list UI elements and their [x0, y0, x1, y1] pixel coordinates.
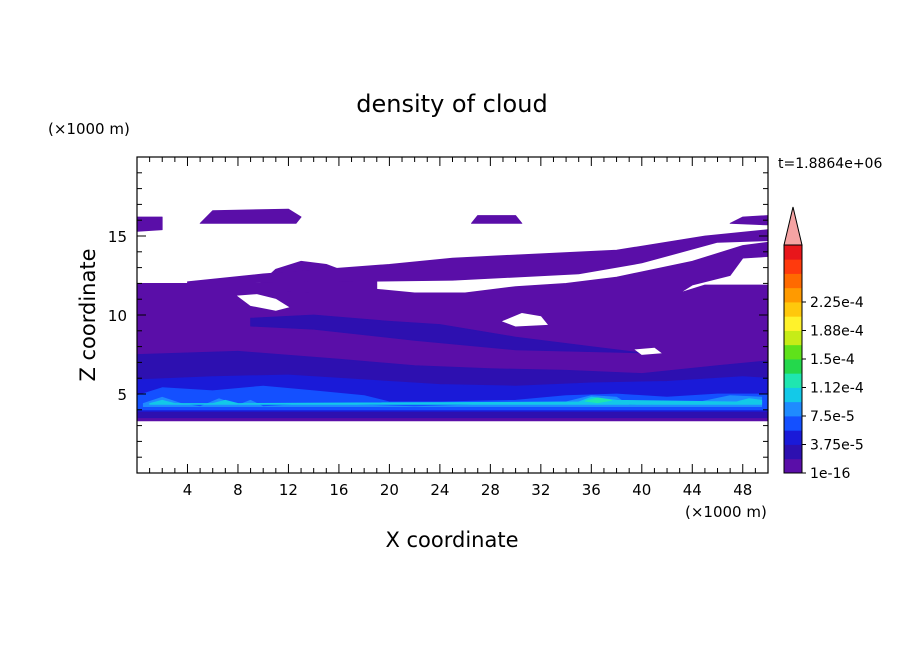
- x-tick-label: 4: [183, 481, 193, 499]
- colorbar-label: 3.75e-5: [810, 438, 864, 454]
- colorbar-swatch: [784, 430, 802, 445]
- clear-air-gap-3: [634, 347, 662, 355]
- colorbar-label: 1.12e-4: [810, 381, 864, 397]
- x-tick-label: 28: [481, 481, 500, 499]
- contour-region-6: [470, 215, 523, 224]
- colorbar-swatch: [784, 302, 802, 317]
- x-tick-label: 36: [582, 481, 601, 499]
- colorbar-swatch: [784, 458, 802, 474]
- colorbar-label: 1e-16: [810, 466, 850, 482]
- x-tick-label: 44: [683, 481, 702, 499]
- colorbar-swatch: [784, 416, 802, 431]
- x-tick-label: 16: [329, 481, 348, 499]
- colorbar-swatch: [784, 359, 802, 374]
- x-axis: 4 8 12 16 20 24 28 32 36 40 44 48: [149, 157, 756, 499]
- colorbar-swatch: [784, 373, 802, 388]
- x-tick-label: 24: [430, 481, 449, 499]
- colorbar: 1e-16 3.75e-5 7.5e-5 1.12e-4 1.5e-4 1.88e-4 2.…: [783, 206, 864, 482]
- chart-title: density of cloud: [356, 90, 547, 118]
- y-tick-label: 15: [108, 228, 127, 246]
- colorbar-swatch: [784, 344, 802, 360]
- colorbar-label: 2.25e-4: [810, 295, 864, 311]
- colorbar-swatch: [784, 245, 802, 260]
- colorbar-swatch: [784, 444, 802, 460]
- colorbar-swatch: [784, 387, 802, 403]
- colorbar-swatch: [784, 259, 802, 274]
- x-tick-label: 20: [380, 481, 399, 499]
- colorbar-label: 1.5e-4: [810, 352, 855, 368]
- contour-plot-area: [136, 208, 769, 422]
- x-tick-label: 32: [531, 481, 550, 499]
- contour-region-4: [136, 216, 163, 232]
- clear-air-gap-1: [236, 294, 290, 311]
- contour-region-13: [149, 396, 763, 405]
- colorbar-swatch: [784, 273, 802, 289]
- y-tick-label: 10: [108, 307, 127, 325]
- colorbar-swatch: [784, 330, 802, 346]
- time-label: t=1.8864e+06: [778, 156, 882, 172]
- contour-region-5: [199, 208, 302, 224]
- contour-region-9: [250, 314, 643, 354]
- colorbar-swatch: [784, 316, 802, 331]
- colorbar-label: 1.88e-4: [810, 324, 864, 340]
- contour-region-3: [187, 229, 769, 284]
- x-tick-label: 8: [233, 481, 243, 499]
- x-unit-label: (×1000 m): [685, 503, 767, 521]
- contour-region-14: [584, 397, 612, 404]
- colorbar-swatch: [784, 287, 802, 303]
- y-axis: 5 10 15: [108, 172, 768, 458]
- y-axis-label: Z coordinate: [76, 248, 100, 381]
- x-axis-label: X coordinate: [385, 528, 518, 552]
- x-tick-label: 40: [632, 481, 651, 499]
- y-unit-label: (×1000 m): [48, 120, 130, 138]
- x-tick-label: 48: [733, 481, 752, 499]
- x-tick-label: 12: [279, 481, 298, 499]
- colorbar-label: 7.5e-5: [810, 409, 855, 425]
- colorbar-swatch: [784, 401, 802, 417]
- clear-air-gap-2: [501, 312, 549, 327]
- y-tick-label: 5: [117, 386, 127, 404]
